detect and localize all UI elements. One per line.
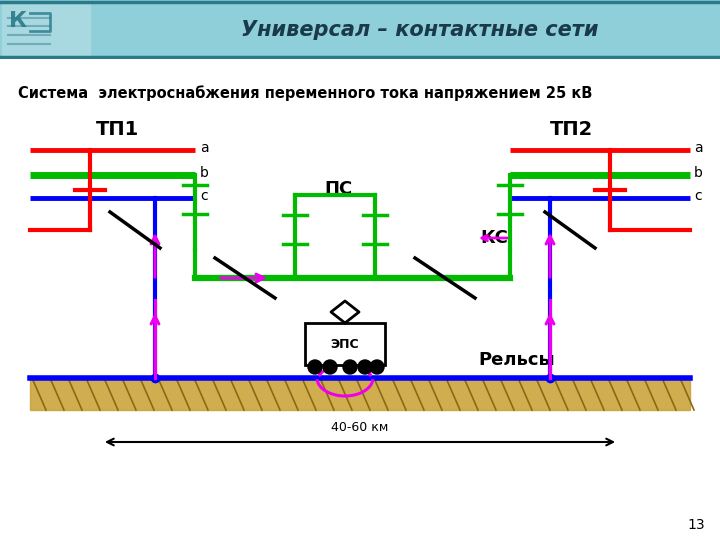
Text: КС: КС <box>480 229 508 247</box>
Text: ЭПС: ЭПС <box>330 338 359 350</box>
Text: Система  электроснабжения переменного тока напряжением 25 кВ: Система электроснабжения переменного ток… <box>18 85 593 101</box>
Text: 13: 13 <box>688 518 705 532</box>
Bar <box>30 378 690 410</box>
Text: c: c <box>694 189 701 203</box>
Circle shape <box>370 360 384 374</box>
Text: b: b <box>200 166 209 180</box>
Text: a: a <box>694 141 703 155</box>
Circle shape <box>343 360 357 374</box>
Bar <box>2 4 90 55</box>
Text: b: b <box>694 166 703 180</box>
Circle shape <box>308 360 322 374</box>
Text: Универсал – контактные сети: Универсал – контактные сети <box>241 19 599 40</box>
Text: 40-60 км: 40-60 км <box>331 421 389 434</box>
Text: ПС: ПС <box>324 180 352 198</box>
Circle shape <box>323 360 337 374</box>
Circle shape <box>358 360 372 374</box>
Text: c: c <box>200 189 207 203</box>
Text: a: a <box>200 141 209 155</box>
Text: ТП1: ТП1 <box>96 120 140 139</box>
Text: К: К <box>9 11 27 31</box>
Text: Рельсы: Рельсы <box>478 351 554 369</box>
Bar <box>305 323 385 365</box>
Text: ТП2: ТП2 <box>550 120 593 139</box>
